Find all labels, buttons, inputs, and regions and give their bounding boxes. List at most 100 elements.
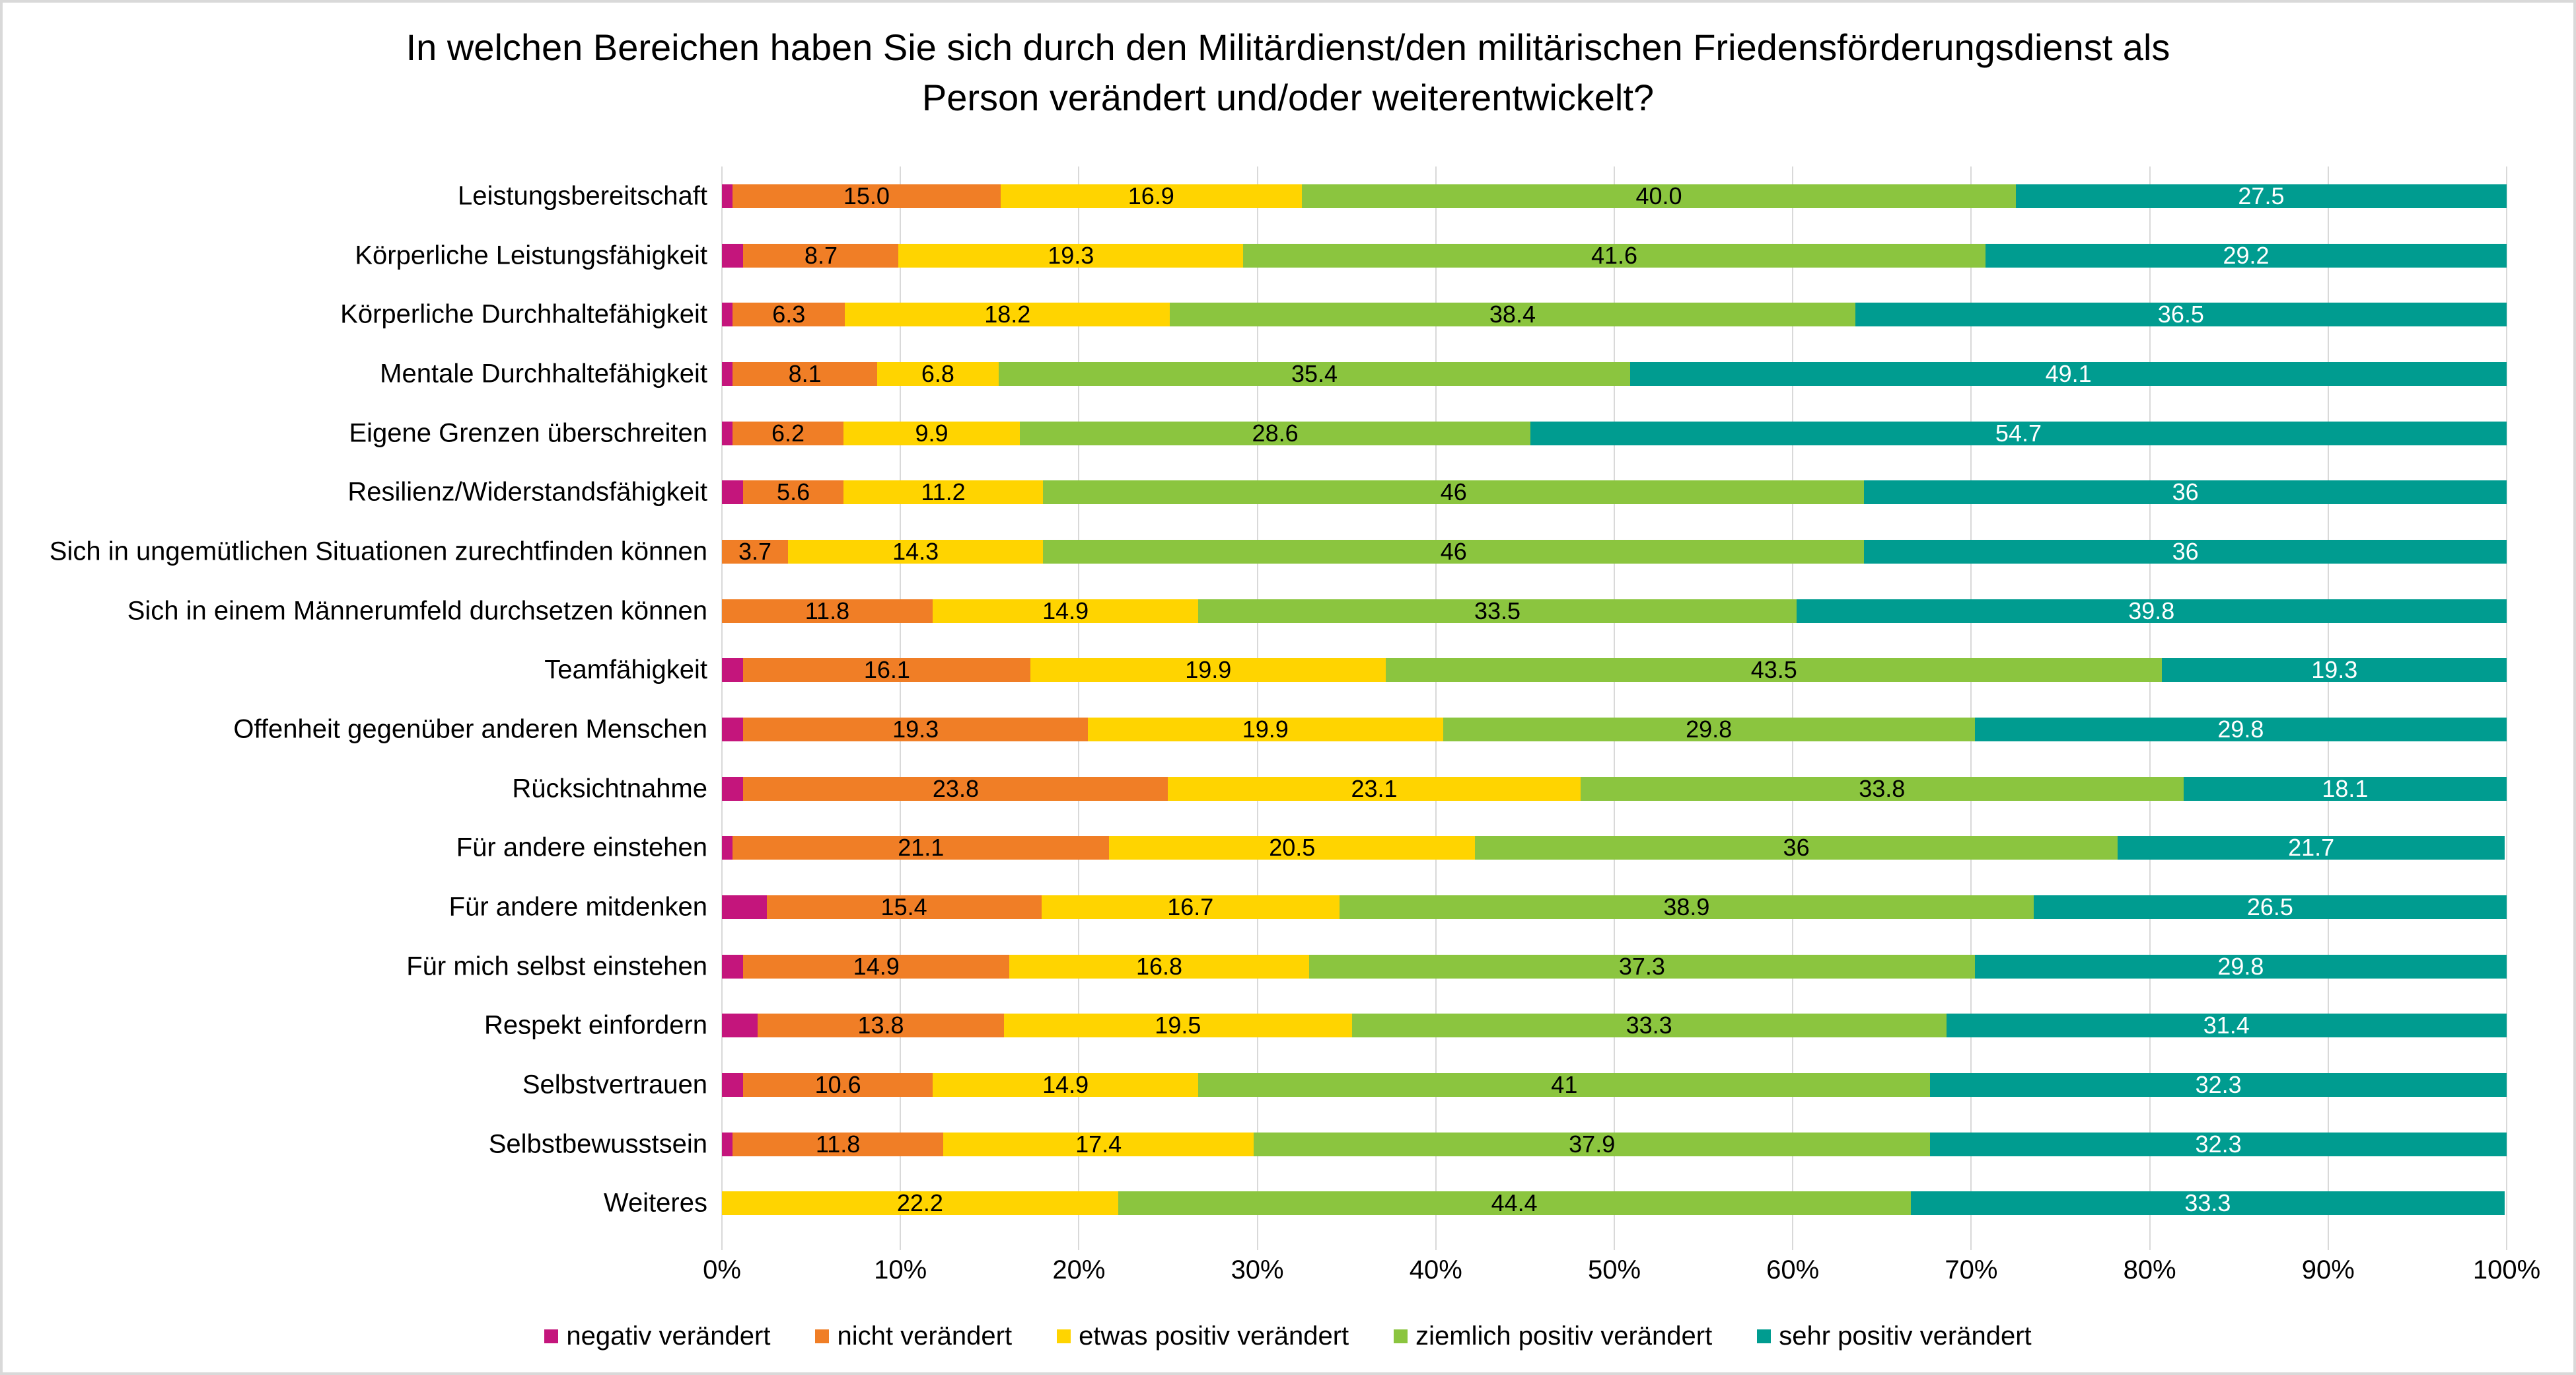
bar-value-label: 14.3 xyxy=(892,538,939,566)
bar-value-label: 33.3 xyxy=(2184,1189,2231,1217)
bar-value-label: 23.1 xyxy=(1351,775,1398,803)
bar-value-label: 9.9 xyxy=(915,420,948,447)
bar-segment-1 xyxy=(722,1073,743,1097)
category-label: Selbstbewusstsein xyxy=(489,1129,707,1159)
legend-item: nicht verändert xyxy=(815,1321,1012,1351)
bar-value-label: 23.8 xyxy=(933,775,979,803)
bar-segment-5: 54.7 xyxy=(1530,422,2507,445)
bar-segment-2: 10.6 xyxy=(743,1073,932,1097)
x-tick-label: 90% xyxy=(2302,1255,2355,1285)
bar-row: 11.814.933.539.8 xyxy=(722,599,2507,623)
bar-value-label: 32.3 xyxy=(2196,1071,2242,1099)
bar-segment-4: 36 xyxy=(1475,836,2118,860)
bar-segment-4: 29.8 xyxy=(1443,718,1975,741)
bar-row: 15.416.738.926.5 xyxy=(722,895,2507,919)
bar-value-label: 14.9 xyxy=(1042,1071,1089,1099)
bar-segment-4: 38.4 xyxy=(1170,303,1855,326)
bar-value-label: 46 xyxy=(1441,478,1467,506)
bar-row: 6.318.238.436.5 xyxy=(722,303,2507,326)
bar-segment-5: 39.8 xyxy=(1797,599,2507,623)
bar-segment-3: 18.2 xyxy=(845,303,1170,326)
bar-row: 5.611.24636 xyxy=(722,480,2507,504)
bar-value-label: 54.7 xyxy=(1995,420,2042,447)
bar-segment-3: 11.2 xyxy=(843,480,1044,504)
bar-value-label: 11.2 xyxy=(921,478,965,506)
x-tick-label: 50% xyxy=(1588,1255,1641,1285)
bar-segment-5: 49.1 xyxy=(1630,362,2507,386)
bar-value-label: 16.7 xyxy=(1167,893,1213,921)
bar-segment-3: 23.1 xyxy=(1168,777,1580,801)
bar-segment-1 xyxy=(722,718,743,741)
bar-value-label: 11.8 xyxy=(805,597,849,625)
bar-segment-4: 35.4 xyxy=(999,362,1631,386)
bar-segment-2: 14.9 xyxy=(743,955,1009,979)
bar-value-label: 14.9 xyxy=(853,953,900,981)
legend-item: ziemlich positiv verändert xyxy=(1394,1321,1712,1351)
x-tick-label: 80% xyxy=(2124,1255,2176,1285)
bar-value-label: 33.8 xyxy=(1859,775,1905,803)
bar-value-label: 32.3 xyxy=(2196,1131,2242,1158)
legend-label: sehr positiv verändert xyxy=(1779,1321,2031,1351)
legend-swatch xyxy=(1057,1329,1071,1343)
bar-value-label: 46 xyxy=(1441,538,1467,566)
bar-value-label: 29.2 xyxy=(2223,242,2269,270)
axis-tick xyxy=(1257,1233,1258,1250)
category-label: Teamfähigkeit xyxy=(544,655,707,685)
category-label: Eigene Grenzen überschreiten xyxy=(349,418,707,448)
bar-segment-1 xyxy=(722,955,743,979)
bar-segment-5: 36 xyxy=(1864,540,2507,564)
bar-segment-1 xyxy=(722,362,733,386)
bar-value-label: 14.9 xyxy=(1042,597,1089,625)
axis-tick xyxy=(2506,1233,2507,1250)
bar-segment-3: 19.5 xyxy=(1004,1014,1352,1037)
bar-segment-3: 16.9 xyxy=(1001,184,1303,208)
bar-row: 11.817.437.932.3 xyxy=(722,1133,2507,1156)
bar-segment-2: 21.1 xyxy=(733,836,1109,860)
bar-segment-4: 46 xyxy=(1043,480,1864,504)
bar-segment-3: 17.4 xyxy=(943,1133,1254,1156)
legend-item: etwas positiv verändert xyxy=(1057,1321,1349,1351)
axis-tick xyxy=(1078,1233,1079,1250)
bar-segment-1 xyxy=(722,244,743,268)
bar-value-label: 3.7 xyxy=(738,538,771,566)
bar-segment-3: 14.9 xyxy=(933,599,1199,623)
legend-label: etwas positiv verändert xyxy=(1079,1321,1349,1351)
bar-value-label: 5.6 xyxy=(777,478,810,506)
bar-segment-1 xyxy=(722,836,733,860)
bar-segment-3: 16.7 xyxy=(1042,895,1340,919)
bar-row: 19.319.929.829.8 xyxy=(722,718,2507,741)
bar-segment-5: 26.5 xyxy=(2034,895,2507,919)
bar-segment-3: 14.9 xyxy=(933,1073,1199,1097)
bar-segment-1 xyxy=(722,658,743,682)
bar-value-label: 26.5 xyxy=(2247,893,2293,921)
bar-value-label: 29.8 xyxy=(2217,953,2264,981)
bar-value-label: 8.1 xyxy=(789,360,822,388)
bar-segment-5: 32.3 xyxy=(1930,1133,2507,1156)
bar-value-label: 39.8 xyxy=(2128,597,2174,625)
chart-title: In welchen Bereichen haben Sie sich durc… xyxy=(3,22,2573,123)
bar-segment-5: 29.8 xyxy=(1975,955,2507,979)
bar-value-label: 49.1 xyxy=(2046,360,2092,388)
legend-label: ziemlich positiv verändert xyxy=(1415,1321,1712,1351)
axis-tick xyxy=(900,1233,901,1250)
bar-row: 15.016.940.027.5 xyxy=(722,184,2507,208)
bar-row: 14.916.837.329.8 xyxy=(722,955,2507,979)
bar-value-label: 35.4 xyxy=(1291,360,1338,388)
bar-value-label: 41.6 xyxy=(1591,242,1637,270)
category-label: Respekt einfordern xyxy=(484,1011,707,1041)
bar-value-label: 19.3 xyxy=(2311,656,2357,684)
bar-segment-4: 38.9 xyxy=(1340,895,2034,919)
bar-value-label: 22.2 xyxy=(897,1189,943,1217)
chart-title-line: In welchen Bereichen haben Sie sich durc… xyxy=(3,22,2573,73)
bar-segment-5: 27.5 xyxy=(2016,184,2507,208)
x-tick-label: 70% xyxy=(1945,1255,1997,1285)
bar-segment-2: 5.6 xyxy=(743,480,843,504)
bar-value-label: 29.8 xyxy=(2217,716,2264,743)
bar-segment-2: 16.1 xyxy=(743,658,1030,682)
bar-value-label: 8.7 xyxy=(805,242,838,270)
bar-value-label: 43.5 xyxy=(1751,656,1797,684)
bar-value-label: 37.9 xyxy=(1569,1131,1615,1158)
bar-row: 22.244.433.3 xyxy=(722,1191,2507,1215)
bar-value-label: 6.2 xyxy=(771,420,805,447)
bar-segment-2: 23.8 xyxy=(743,777,1168,801)
